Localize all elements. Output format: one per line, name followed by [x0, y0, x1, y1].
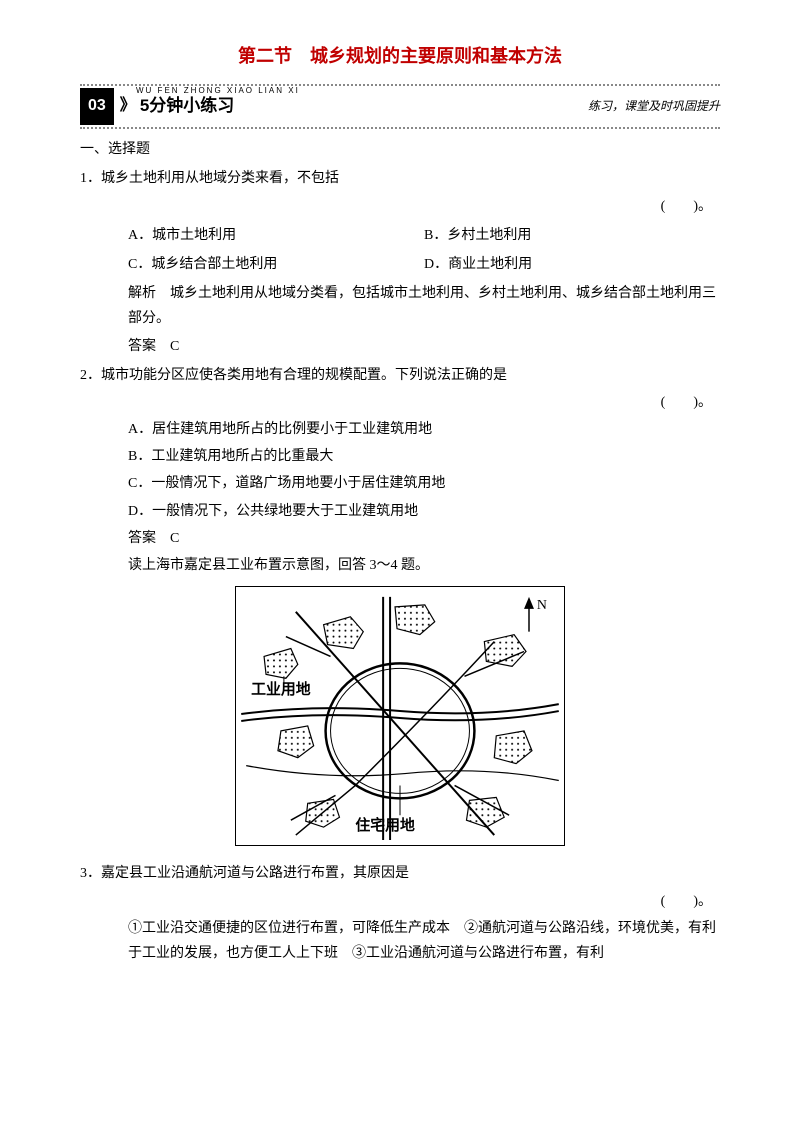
q2-readtext: 读上海市嘉定县工业布置示意图，回答 3～4 题。	[128, 553, 720, 578]
question-1: 1．城乡土地利用从地域分类来看，不包括 ( )。 A．城市土地利用 B．乡村土地…	[80, 166, 720, 358]
q1-answer: 答案 C	[128, 334, 720, 359]
diagram-industrial-label: 工业用地	[251, 680, 311, 698]
q1-option-a: A．城市土地利用	[128, 223, 424, 248]
page-title: 第二节 城乡规划的主要原则和基本方法	[80, 40, 720, 72]
q1-option-b: B．乡村土地利用	[424, 223, 720, 248]
q2-blank: ( )。	[80, 390, 720, 415]
header-arrow-icon: 》	[120, 92, 136, 121]
q2-option-b: B．工业建筑用地所占的比重最大	[128, 444, 720, 469]
q1-blank: ( )。	[80, 194, 720, 219]
header-number: 03	[80, 88, 114, 125]
q2-option-c: C．一般情况下，道路广场用地要小于居住建筑用地	[128, 471, 720, 496]
q1-explanation: 解析 城乡土地利用从地域分类看，包括城市土地利用、乡村土地利用、城乡结合部土地利…	[128, 281, 720, 331]
section-heading: 一、选择题	[80, 137, 720, 162]
north-label: N	[537, 598, 547, 613]
diagram-container: N	[80, 586, 720, 855]
q1-option-d: D．商业土地利用	[424, 252, 720, 277]
header-right-text: 练习，课堂及时巩固提升	[588, 96, 720, 118]
q2-option-a: A．居住建筑用地所占的比例要小于工业建筑用地	[128, 417, 720, 442]
q2-option-d: D．一般情况下，公共绿地要大于工业建筑用地	[128, 499, 720, 524]
q2-stem: 2．城市功能分区应使各类用地有合理的规模配置。下列说法正确的是	[80, 363, 720, 388]
diagram-residential-label: 住宅用地	[355, 816, 415, 834]
jiading-diagram: N	[235, 586, 565, 846]
q2-answer: 答案 C	[128, 526, 720, 551]
q3-body: ①工业沿交通便捷的区位进行布置，可降低生产成本 ②通航河道与公路沿线，环境优美，…	[128, 916, 720, 966]
q1-options: A．城市土地利用 B．乡村土地利用 C．城乡结合部土地利用 D．商业土地利用	[128, 221, 720, 279]
north-arrow-icon: N	[524, 597, 547, 632]
exercise-header: WU FEN ZHONG XIAO LIAN XI 03 》 5分钟小练习 练习…	[80, 84, 720, 129]
question-3: 3．嘉定县工业沿通航河道与公路进行布置，其原因是 ( )。 ①工业沿交通便捷的区…	[80, 861, 720, 966]
q3-blank: ( )。	[80, 889, 720, 914]
q2-options: A．居住建筑用地所占的比例要小于工业建筑用地 B．工业建筑用地所占的比重最大 C…	[128, 417, 720, 524]
q1-option-c: C．城乡结合部土地利用	[128, 252, 424, 277]
header-pinyin: WU FEN ZHONG XIAO LIAN XI	[136, 84, 300, 98]
q3-stem: 3．嘉定县工业沿通航河道与公路进行布置，其原因是	[80, 861, 720, 886]
q1-stem: 1．城乡土地利用从地域分类来看，不包括	[80, 166, 720, 191]
question-2: 2．城市功能分区应使各类用地有合理的规模配置。下列说法正确的是 ( )。 A．居…	[80, 363, 720, 579]
